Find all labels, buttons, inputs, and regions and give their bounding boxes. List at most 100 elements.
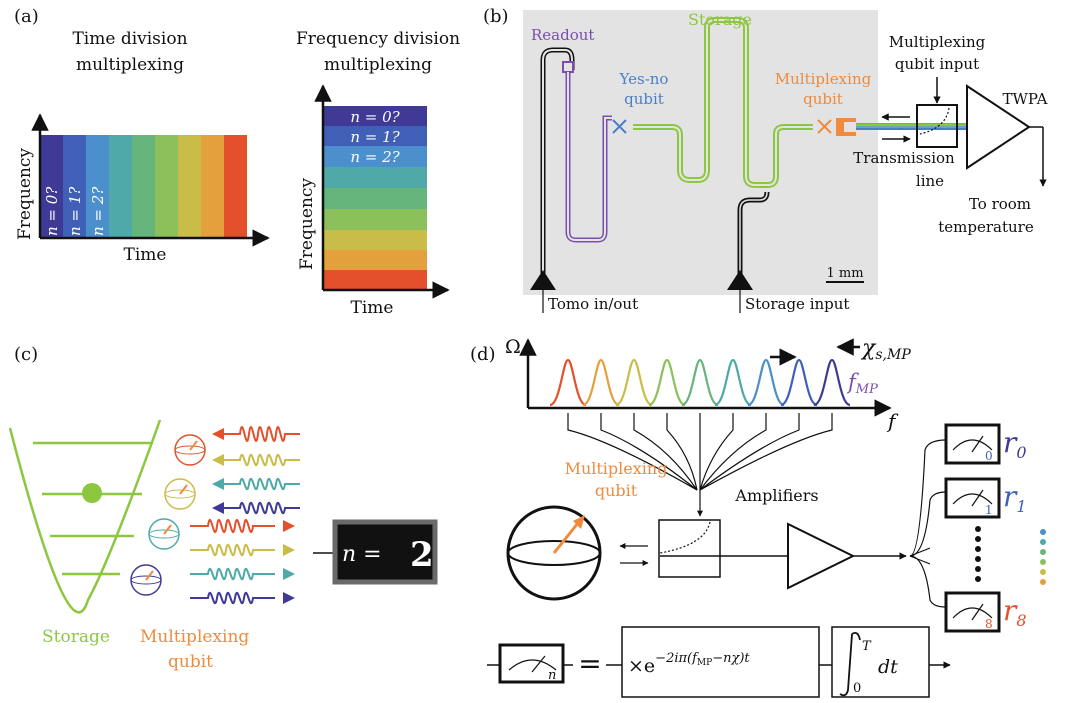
tdm-title-line1: Time division bbox=[72, 29, 187, 49]
meter-r0: 0 bbox=[944, 423, 1001, 465]
room-label-2: temperature bbox=[938, 218, 1034, 236]
fdm-band-label: n = 1? bbox=[350, 128, 400, 146]
pulse bbox=[215, 477, 300, 491]
tdm-band bbox=[132, 135, 155, 238]
yesno-label-2: qubit bbox=[624, 90, 664, 108]
integral-sign bbox=[839, 631, 861, 697]
peak bbox=[813, 358, 851, 407]
peak bbox=[648, 358, 686, 407]
storage-port bbox=[727, 270, 753, 290]
panel-a-label: (a) bbox=[14, 6, 39, 27]
fdm-band bbox=[323, 270, 427, 290]
bloch-sphere-small bbox=[148, 518, 180, 550]
fdm-title-line1: Frequency division bbox=[296, 29, 460, 49]
mp-label-c-1: Multiplexing bbox=[140, 627, 249, 647]
twpa-triangle bbox=[966, 84, 1031, 170]
mp-input-label-2: qubit input bbox=[895, 55, 979, 73]
bloch-sphere-small bbox=[174, 434, 206, 466]
svg-text:n: n bbox=[548, 668, 556, 683]
tdm-band-label: n = 2? bbox=[89, 186, 107, 236]
meter-r8: 8 bbox=[944, 591, 1001, 633]
mp-qubit-junction bbox=[817, 119, 832, 134]
fmp-label: fMP bbox=[846, 370, 878, 397]
peak bbox=[714, 358, 752, 407]
pulse bbox=[215, 426, 300, 442]
panel-d-label: (d) bbox=[470, 344, 496, 365]
scale-label: 1 mm bbox=[826, 266, 863, 281]
mp-input-label-1: Multiplexing bbox=[889, 33, 986, 51]
fdm-band bbox=[323, 126, 427, 146]
fdm-band bbox=[323, 106, 427, 126]
tline-label-1: Transmission bbox=[853, 149, 955, 167]
display-digit: 2 bbox=[410, 535, 434, 575]
formula-meter: n bbox=[498, 643, 565, 684]
fdm-ylabel: Frequency bbox=[297, 178, 317, 270]
mp-label-d-2: qubit bbox=[595, 481, 638, 500]
tdm-band bbox=[155, 135, 178, 238]
r1-label: r1 bbox=[1003, 480, 1027, 516]
pulse-trains bbox=[190, 426, 300, 605]
ellipsis-dots bbox=[975, 526, 981, 582]
panel-c: (c) bbox=[8, 344, 438, 672]
display-n-label: n = bbox=[342, 542, 382, 567]
peak bbox=[681, 358, 719, 407]
storage-potential bbox=[8, 419, 162, 614]
tomo-label: Tomo in/out bbox=[548, 295, 638, 313]
peak bbox=[780, 358, 818, 407]
tdm-band bbox=[201, 135, 224, 238]
peak bbox=[747, 358, 785, 407]
fdm-title-line2: multiplexing bbox=[324, 55, 432, 75]
r8-label: r8 bbox=[1003, 594, 1027, 630]
transmission-line bbox=[856, 123, 968, 130]
coupler-d bbox=[658, 519, 721, 578]
tdm-title-line2: multiplexing bbox=[76, 55, 184, 75]
storage-label: Storage bbox=[688, 10, 752, 29]
peak bbox=[582, 358, 620, 407]
pulse bbox=[215, 501, 300, 515]
convergence-lines bbox=[567, 413, 833, 491]
storage-input-label: Storage input bbox=[745, 295, 849, 313]
omega-label: Ω bbox=[505, 336, 521, 358]
yesno-qubit-junction bbox=[612, 119, 627, 134]
bloch-sphere-large bbox=[506, 505, 602, 601]
colored-dots bbox=[1040, 529, 1046, 585]
room-label-1: To room bbox=[969, 195, 1031, 213]
tdm-ylabel: Frequency bbox=[15, 148, 35, 240]
mp-qubit-label-2: qubit bbox=[803, 90, 843, 108]
tline-label-2: line bbox=[916, 172, 944, 190]
storage-label-c: Storage bbox=[42, 627, 110, 647]
spectrum-peaks bbox=[549, 358, 851, 407]
panel-b-label: (b) bbox=[483, 6, 509, 27]
tdm-xlabel: Time bbox=[124, 245, 167, 265]
fdm-chart: n = 0? n = 1? n = 2? Time Frequency bbox=[297, 84, 450, 318]
meter-r1: 1 bbox=[944, 477, 1001, 519]
peak bbox=[615, 358, 653, 407]
fdm-band bbox=[323, 167, 427, 188]
seven-segment-display bbox=[332, 519, 438, 585]
photon-state-dot bbox=[82, 483, 102, 503]
pulse bbox=[190, 567, 275, 581]
amplifier bbox=[787, 522, 856, 590]
chip-background bbox=[523, 10, 878, 295]
pulse bbox=[190, 543, 275, 557]
mp-label-c-2: qubit bbox=[168, 652, 213, 672]
panel-a: (a) Time division multiplexing Frequency… bbox=[14, 6, 460, 318]
f-axis-label: f bbox=[886, 409, 899, 433]
mp-label-d-1: Multiplexing bbox=[565, 459, 668, 478]
amplifiers-label: Amplifiers bbox=[734, 486, 818, 505]
pulse bbox=[190, 591, 275, 605]
fdm-band bbox=[323, 146, 427, 167]
tdm-band bbox=[109, 135, 132, 238]
twpa-label: TWPA bbox=[1003, 90, 1048, 108]
chi-label: χs,MP bbox=[860, 336, 911, 363]
tomo-port bbox=[530, 270, 556, 290]
meter-sub: 1 bbox=[985, 503, 993, 517]
svg-text:0: 0 bbox=[853, 681, 861, 696]
bloch-sphere-small bbox=[130, 564, 162, 596]
fdm-band bbox=[323, 209, 427, 230]
fdm-band bbox=[323, 188, 427, 209]
meter-sub: 0 bbox=[985, 449, 993, 463]
mixer-box bbox=[621, 626, 820, 698]
directional-coupler bbox=[916, 104, 958, 148]
